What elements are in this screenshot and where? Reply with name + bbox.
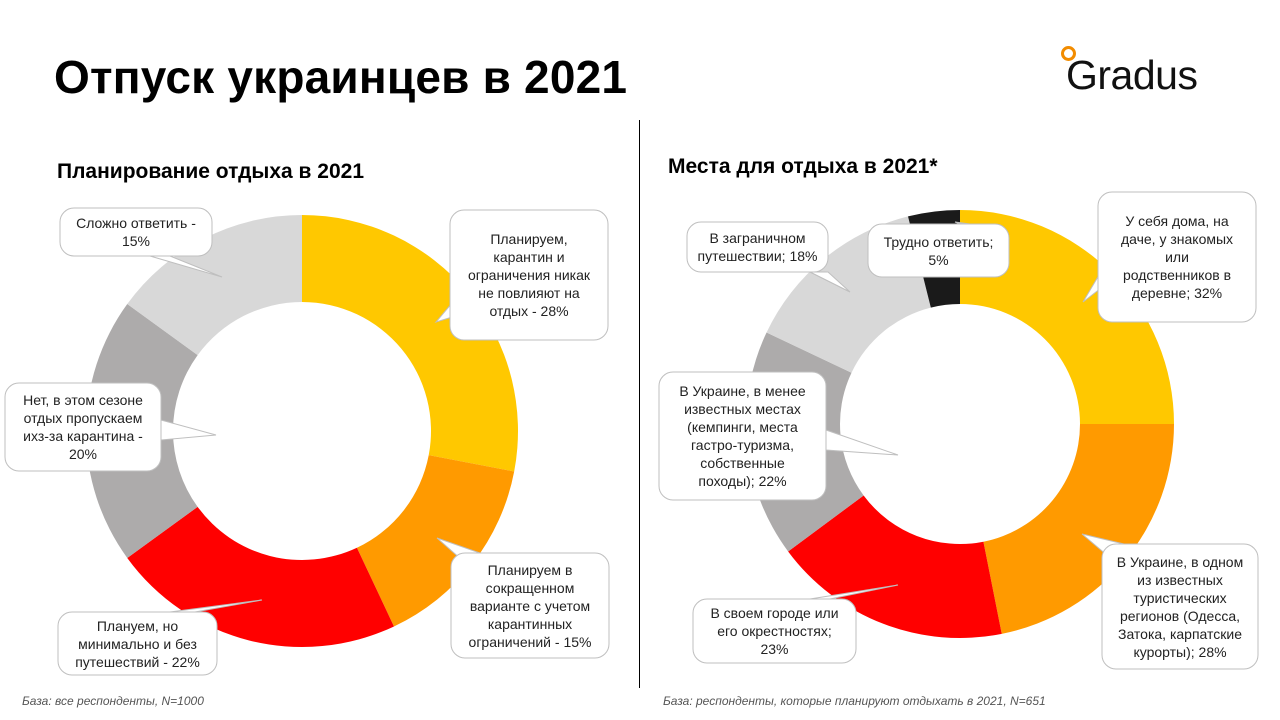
planning-callout-4-line: ихз-за карантина - xyxy=(23,428,143,444)
places-callout-4-pointer xyxy=(825,429,899,456)
places-callout-5-line: путешествии; 18% xyxy=(697,248,818,264)
places-slice-1 xyxy=(960,210,1174,424)
places-callout-3-line: 23% xyxy=(760,641,789,657)
places-callout-5-line: В заграничном xyxy=(709,230,806,246)
places-callout-6-line: Трудно ответить; xyxy=(883,233,994,250)
places-callout-5-box xyxy=(686,221,829,273)
places-callout-1-label: У себя дома, на даче, у знакомых или родств… xyxy=(1098,212,1256,302)
planning-callout-1-label: Планируем, карантин и ограничения никак не … xyxy=(450,230,608,320)
planning-slice-2 xyxy=(356,455,515,627)
places-slice-3 xyxy=(788,495,1002,638)
places-callout-4-line: гастро-туризма, xyxy=(691,437,794,453)
places-callout-2-box xyxy=(1101,543,1259,670)
places-callout-3-line: его окрестностях; xyxy=(717,623,832,639)
places-callout-4-box xyxy=(658,371,827,501)
planning-callout-4-box xyxy=(4,382,162,472)
places-callout-2-line: регионов (Одесса, xyxy=(1119,607,1240,624)
planning-callout-1-box xyxy=(449,209,609,341)
places-callout-1-line: деревне; 32% xyxy=(1131,285,1223,301)
places-callout-2-line: В Украине, в одном xyxy=(1116,553,1244,570)
planning-callout-2-line: варианте с учетом xyxy=(469,597,591,614)
planning-callout-1-line: ограничения никак xyxy=(467,267,590,283)
places-callout-3-label: В своем городе или его окрестностях; 23% xyxy=(693,604,856,658)
places-callout-1-line: родственников в xyxy=(1122,267,1232,283)
places-callout-1-line: даче, у знакомых xyxy=(1120,231,1234,247)
planning-callout-2-label: Планируем в сокращенном варианте с учетом к… xyxy=(451,561,609,651)
places-slice-2 xyxy=(983,424,1174,634)
gradus-logo: Gradus xyxy=(1058,46,1238,102)
planning-callout-1-line: карантин и xyxy=(493,249,565,265)
places-callout-1-line: У себя дома, на xyxy=(1125,213,1229,229)
planning-callout-5-label: Сложно ответить - 15% xyxy=(60,214,212,250)
places-callout-2-line: из известных xyxy=(1137,571,1223,588)
places-callout-3-line: В своем городе или xyxy=(710,605,839,621)
planning-callout-5-line: 15% xyxy=(121,233,151,249)
places-callout-3-box xyxy=(692,598,857,664)
places-callout-4-line: собственные xyxy=(700,455,785,471)
planning-callout-5-box xyxy=(59,207,213,257)
planning-callout-1-line: отдых - 28% xyxy=(489,303,569,319)
places-callout-4-label: В Украине, в менее известных местах (кемпи… xyxy=(659,382,826,490)
right-footnote: База: респонденты, которые планируют отд… xyxy=(663,694,1046,708)
planning-callout-4-line: Нет, в этом сезоне xyxy=(23,392,143,408)
places-callout-5-label: В заграничном путешествии; 18% xyxy=(687,229,828,265)
planning-callout-5-line: Сложно ответить - xyxy=(76,215,196,231)
planning-callout-2-line: сокращенном xyxy=(485,579,575,596)
callouts-layer xyxy=(4,191,1259,676)
planning-callout-4-line: 20% xyxy=(68,446,98,462)
planning-callout-1-line: не повлияют на xyxy=(478,285,580,301)
places-callout-2-line: курорты); 28% xyxy=(1133,643,1227,660)
places-callout-2-line: туристических xyxy=(1133,589,1227,606)
left-footnote: База: все респонденты, N=1000 xyxy=(22,694,204,708)
planning-callout-3-line: минимально и без xyxy=(78,635,197,652)
places-callout-6-label: Трудно ответить; 5% xyxy=(868,233,1009,269)
planning-callout-1-seam xyxy=(463,290,475,310)
places-callout-4-line: В Украине, в менее xyxy=(679,383,806,399)
places-callout-1-line: или xyxy=(1165,249,1189,265)
places-callout-2-line: Затока, карпатские xyxy=(1117,625,1243,642)
planning-callout-4-pointer xyxy=(160,419,217,441)
places-callout-6-box xyxy=(867,223,1010,278)
left-chart-title: Планирование отдыха в 2021 xyxy=(57,160,365,183)
logo-mark-icon xyxy=(1061,46,1076,61)
planning-callout-4-label: Нет, в этом сезоне отдых пропускаем ихз-за… xyxy=(5,391,161,463)
planning-callout-2-line: ограничений - 15% xyxy=(468,633,592,650)
planning-callout-2-line: Планируем в xyxy=(487,561,573,578)
planning-callout-3-box xyxy=(57,611,218,676)
places-callout-4-line: известных местах xyxy=(684,401,801,417)
planning-callout-3-line: путешествий - 22% xyxy=(75,653,200,670)
planning-callout-1-line: Планируем, xyxy=(490,231,568,247)
planning-callout-2-seam xyxy=(462,553,480,560)
planning-callout-2-line: карантинных xyxy=(487,615,573,632)
planning-slice-5 xyxy=(127,215,303,356)
planning-slice-1 xyxy=(302,215,519,472)
section-divider xyxy=(639,120,640,688)
places-callout-6-line: 5% xyxy=(928,251,949,268)
page-title: Отпуск украинцев в 2021 xyxy=(54,51,628,103)
planning-callout-2-box xyxy=(450,552,610,659)
places-callout-1-box xyxy=(1097,191,1257,323)
right-chart-title: Места для отдыха в 2021* xyxy=(668,155,938,178)
places-callout-4-line: (кемпинги, места xyxy=(687,419,798,435)
planning-callout-3-line: Плануем, но xyxy=(96,617,179,634)
planning-callout-4-line: отдых пропускаем xyxy=(23,410,143,426)
places-callout-4-line: походы); 22% xyxy=(698,473,787,489)
places-callout-5-pointer xyxy=(809,271,851,293)
planning-callout-3-label: Плануем, но минимально и без путешествий -… xyxy=(58,617,217,671)
logo-text: Gradus xyxy=(1066,52,1198,98)
places-callout-2-label: В Украине, в одном из известных туристичес… xyxy=(1102,553,1258,661)
places-callout-2-seam xyxy=(1108,544,1124,556)
